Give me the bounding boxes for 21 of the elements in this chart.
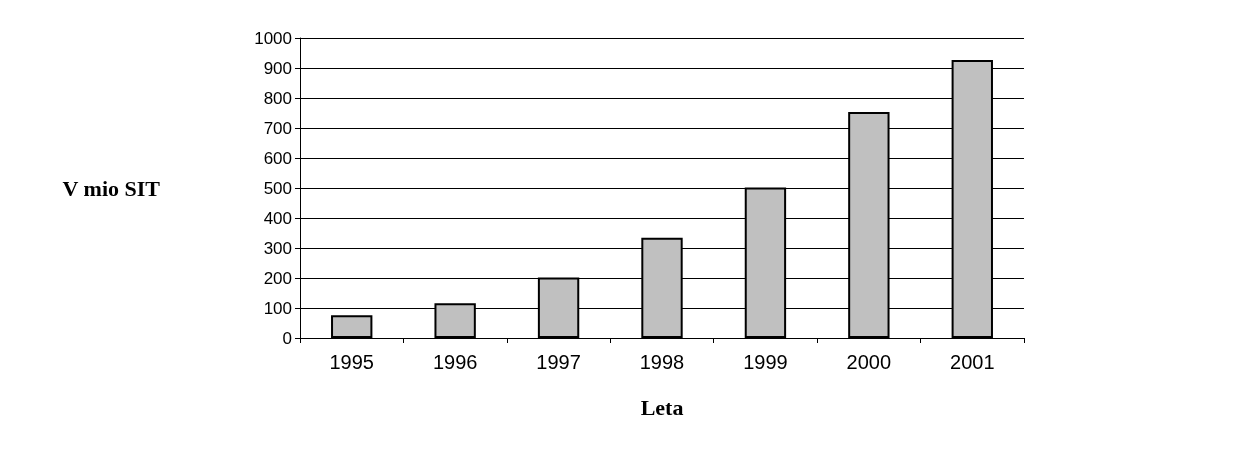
y-tick-label: 800	[263, 88, 292, 108]
y-axis-title: V mio SIT	[62, 175, 161, 201]
y-tick-label: 200	[263, 268, 292, 288]
x-tick-label: 1996	[432, 351, 478, 373]
y-tick-label: 600	[263, 148, 292, 168]
x-tick-label: 2001	[950, 351, 995, 373]
y-tick-label: 500	[263, 178, 292, 198]
y-tick-label: 400	[263, 208, 292, 228]
x-axis-title: Leta	[640, 394, 684, 420]
x-tick-label: 2000	[846, 351, 892, 373]
x-tick-label: 1997	[536, 351, 581, 373]
x-tick-label: 1999	[743, 351, 788, 373]
x-tick-label: 1998	[639, 351, 685, 373]
x-tick-label: 1995	[329, 351, 374, 373]
y-tick-label: 700	[263, 118, 292, 138]
y-tick-label: 900	[263, 58, 292, 78]
y-tick-label: 1000	[254, 28, 292, 48]
y-tick-label: 0	[282, 328, 292, 348]
y-tick-label: 100	[263, 298, 292, 318]
y-tick-label: 300	[263, 238, 292, 258]
bar	[331, 315, 373, 338]
